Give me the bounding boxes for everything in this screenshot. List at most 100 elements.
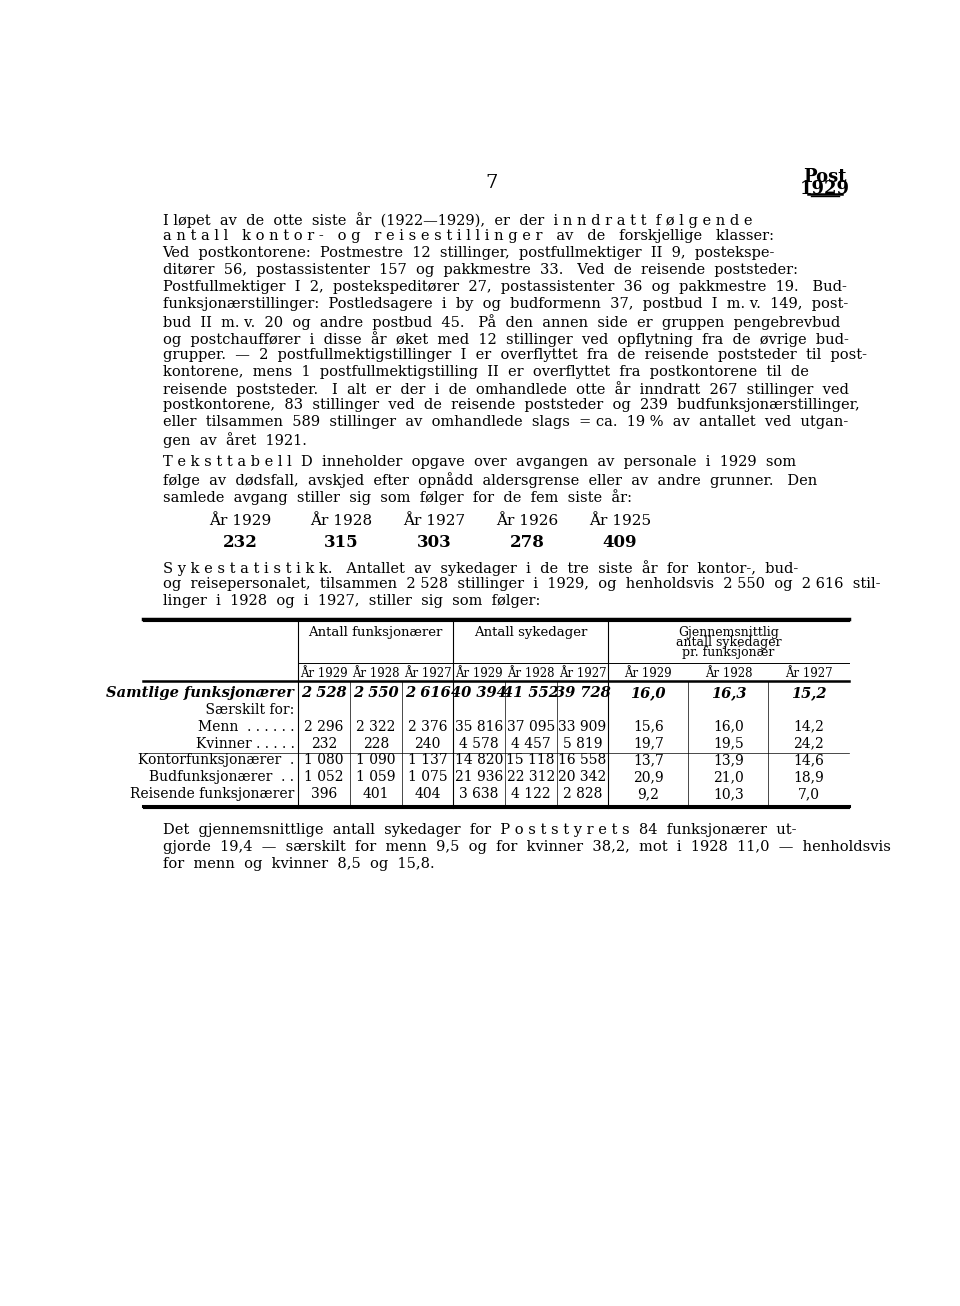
Text: 2 616: 2 616 — [404, 686, 450, 700]
Text: 315: 315 — [324, 534, 358, 551]
Text: 16,0: 16,0 — [631, 686, 666, 700]
Text: Antall funksjonærer: Antall funksjonærer — [308, 627, 443, 640]
Text: Kontorfunksjonærer  .: Kontorfunksjonærer . — [138, 754, 295, 768]
Text: 20 342: 20 342 — [559, 771, 607, 785]
Text: for  menn  og  kvinner  8,5  og  15,8.: for menn og kvinner 8,5 og 15,8. — [162, 857, 434, 871]
Text: og  reisepersonalet,  tilsammen  2 528  stillinger  i  1929,  og  henholdsvis  2: og reisepersonalet, tilsammen 2 528 stil… — [162, 577, 880, 592]
Text: 35 816: 35 816 — [455, 720, 503, 734]
Text: 24,2: 24,2 — [793, 737, 824, 751]
Text: År 1927: År 1927 — [403, 667, 451, 680]
Text: 1 137: 1 137 — [408, 754, 447, 768]
Text: 7: 7 — [486, 174, 498, 192]
Text: antall sykedager: antall sykedager — [676, 636, 781, 649]
Text: 278: 278 — [510, 534, 544, 551]
Text: 22 312: 22 312 — [507, 771, 555, 785]
Text: 40 394: 40 394 — [451, 686, 507, 700]
Text: 2 828: 2 828 — [563, 788, 602, 802]
Text: 1 059: 1 059 — [356, 771, 396, 785]
Text: følge  av  dødsfall,  avskjed  efter  opnådd  aldersgrense  eller  av  andre  gr: følge av dødsfall, avskjed efter opnådd … — [162, 473, 817, 488]
Text: 16,3: 16,3 — [710, 686, 746, 700]
Text: 232: 232 — [311, 737, 337, 751]
Text: pr. funksjonær: pr. funksjonær — [683, 646, 775, 660]
Text: År 1928: År 1928 — [310, 515, 372, 528]
Text: 14,2: 14,2 — [793, 720, 824, 734]
Text: 4 122: 4 122 — [511, 788, 551, 802]
Text: 4 457: 4 457 — [511, 737, 551, 751]
Text: 15,6: 15,6 — [633, 720, 663, 734]
Text: T e k s t t a b e l l  D  inneholder  opgave  over  avgangen  av  personale  i  : T e k s t t a b e l l D inneholder opgav… — [162, 456, 796, 469]
Text: 2 296: 2 296 — [304, 720, 344, 734]
Text: kontorene,  mens  1  postfullmektigstilling  II  er  overflyttet  fra  postkonto: kontorene, mens 1 postfullmektigstilling… — [162, 364, 808, 379]
Text: ditører  56,  postassistenter  157  og  pakkmestre  33.   Ved  de  reisende  pos: ditører 56, postassistenter 157 og pakkm… — [162, 263, 798, 277]
Text: 1 080: 1 080 — [304, 754, 344, 768]
Text: gjorde  19,4  —  særskilt  for  menn  9,5  og  for  kvinner  38,2,  mot  i  1928: gjorde 19,4 — særskilt for menn 9,5 og f… — [162, 840, 891, 854]
Text: 7,0: 7,0 — [798, 788, 820, 802]
Text: 1929: 1929 — [801, 180, 851, 197]
Text: År 1929: År 1929 — [455, 667, 503, 680]
Text: funksjonærstillinger:  Postledsagere  i  by  og  budformenn  37,  postbud  I  m.: funksjonærstillinger: Postledsagere i by… — [162, 296, 848, 311]
Text: 15,2: 15,2 — [791, 686, 827, 700]
Text: Gjennemsnittlig: Gjennemsnittlig — [678, 627, 779, 640]
Text: Samtlige funksjonærer: Samtlige funksjonærer — [107, 686, 295, 700]
Text: 14 820: 14 820 — [455, 754, 503, 768]
Text: Budfunksjonærer  . .: Budfunksjonærer . . — [150, 771, 295, 785]
Text: 228: 228 — [363, 737, 389, 751]
Text: 2 528: 2 528 — [301, 686, 347, 700]
Text: og  postchauffører  i  disse  år  øket  med  12  stillinger  ved  opflytning  fr: og postchauffører i disse år øket med 12… — [162, 330, 849, 346]
Text: 3 638: 3 638 — [460, 788, 499, 802]
Text: 232: 232 — [223, 534, 257, 551]
Text: 5 819: 5 819 — [563, 737, 602, 751]
Text: 20,9: 20,9 — [633, 771, 663, 785]
Text: I løpet  av  de  otte  siste  år  (1922—1929),  er  der  i n n d r a t t  f ø l : I løpet av de otte siste år (1922—1929),… — [162, 212, 752, 229]
Text: Antall sykedager: Antall sykedager — [474, 627, 588, 640]
Text: bud  II  m. v.  20  og  andre  postbud  45.   På  den  annen  side  er  gruppen : bud II m. v. 20 og andre postbud 45. På … — [162, 313, 840, 329]
Text: 1 052: 1 052 — [304, 771, 344, 785]
Text: År 1926: År 1926 — [495, 515, 558, 528]
Text: 16,0: 16,0 — [713, 720, 744, 734]
Text: S y k e s t a t i s t i k k.   Antallet  av  sykedager  i  de  tre  siste  år  f: S y k e s t a t i s t i k k. Antallet av… — [162, 560, 798, 576]
Text: grupper.  —  2  postfullmektigstillinger  I  er  overflyttet  fra  de  reisende : grupper. — 2 postfullmektigstillinger I … — [162, 347, 867, 362]
Text: Post: Post — [804, 168, 847, 187]
Text: eller  tilsammen  589  stillinger  av  omhandlede  slags  = ca.  19 %  av  antal: eller tilsammen 589 stillinger av omhand… — [162, 415, 848, 430]
Text: 15 118: 15 118 — [507, 754, 555, 768]
Text: 9,2: 9,2 — [637, 788, 660, 802]
Text: 10,3: 10,3 — [713, 788, 744, 802]
Text: År 1928: År 1928 — [507, 667, 555, 680]
Text: År 1925: År 1925 — [588, 515, 651, 528]
Text: År 1928: År 1928 — [705, 667, 752, 680]
Text: 13,9: 13,9 — [713, 754, 744, 768]
Text: 1 090: 1 090 — [356, 754, 396, 768]
Text: 16 558: 16 558 — [559, 754, 607, 768]
Text: År 1929: År 1929 — [300, 667, 348, 680]
Text: 2 550: 2 550 — [353, 686, 398, 700]
Text: 18,9: 18,9 — [793, 771, 824, 785]
Text: 2 322: 2 322 — [356, 720, 396, 734]
Text: 21,0: 21,0 — [713, 771, 744, 785]
Text: 21 936: 21 936 — [455, 771, 503, 785]
Text: År 1927: År 1927 — [559, 667, 606, 680]
Text: 19,7: 19,7 — [633, 737, 663, 751]
Text: Kvinner . . . . .: Kvinner . . . . . — [196, 737, 295, 751]
Text: samlede  avgang  stiller  sig  som  følger  for  de  fem  siste  år:: samlede avgang stiller sig som følger fo… — [162, 490, 632, 505]
Text: År 1927: År 1927 — [784, 667, 832, 680]
Text: 2 376: 2 376 — [408, 720, 447, 734]
Text: a n t a l l   k o n t o r -   o g   r e i s e s t i l l i n g e r   av   de   fo: a n t a l l k o n t o r - o g r e i s e … — [162, 229, 774, 243]
Text: 13,7: 13,7 — [633, 754, 663, 768]
Text: Særskilt for:: Særskilt for: — [188, 703, 295, 717]
Text: 303: 303 — [417, 534, 451, 551]
Text: Ved  postkontorene:  Postmestre  12  stillinger,  postfullmektiger  II  9,  post: Ved postkontorene: Postmestre 12 stillin… — [162, 246, 775, 260]
Text: postkontorene,  83  stillinger  ved  de  reisende  poststeder  og  239  budfunks: postkontorene, 83 stillinger ved de reis… — [162, 398, 859, 413]
Text: gen  av  året  1921.: gen av året 1921. — [162, 432, 306, 448]
Text: 33 909: 33 909 — [559, 720, 607, 734]
Text: 19,5: 19,5 — [713, 737, 744, 751]
Text: År 1929: År 1929 — [209, 515, 272, 528]
Text: 401: 401 — [363, 788, 389, 802]
Text: År 1928: År 1928 — [352, 667, 399, 680]
Text: 240: 240 — [414, 737, 441, 751]
Text: År 1929: År 1929 — [624, 667, 672, 680]
Text: 4 578: 4 578 — [459, 737, 499, 751]
Text: 39 728: 39 728 — [555, 686, 611, 700]
Text: Reisende funksjonærer: Reisende funksjonærer — [130, 788, 295, 802]
Text: linger  i  1928  og  i  1927,  stiller  sig  som  følger:: linger i 1928 og i 1927, stiller sig som… — [162, 594, 540, 609]
Text: 37 095: 37 095 — [507, 720, 555, 734]
